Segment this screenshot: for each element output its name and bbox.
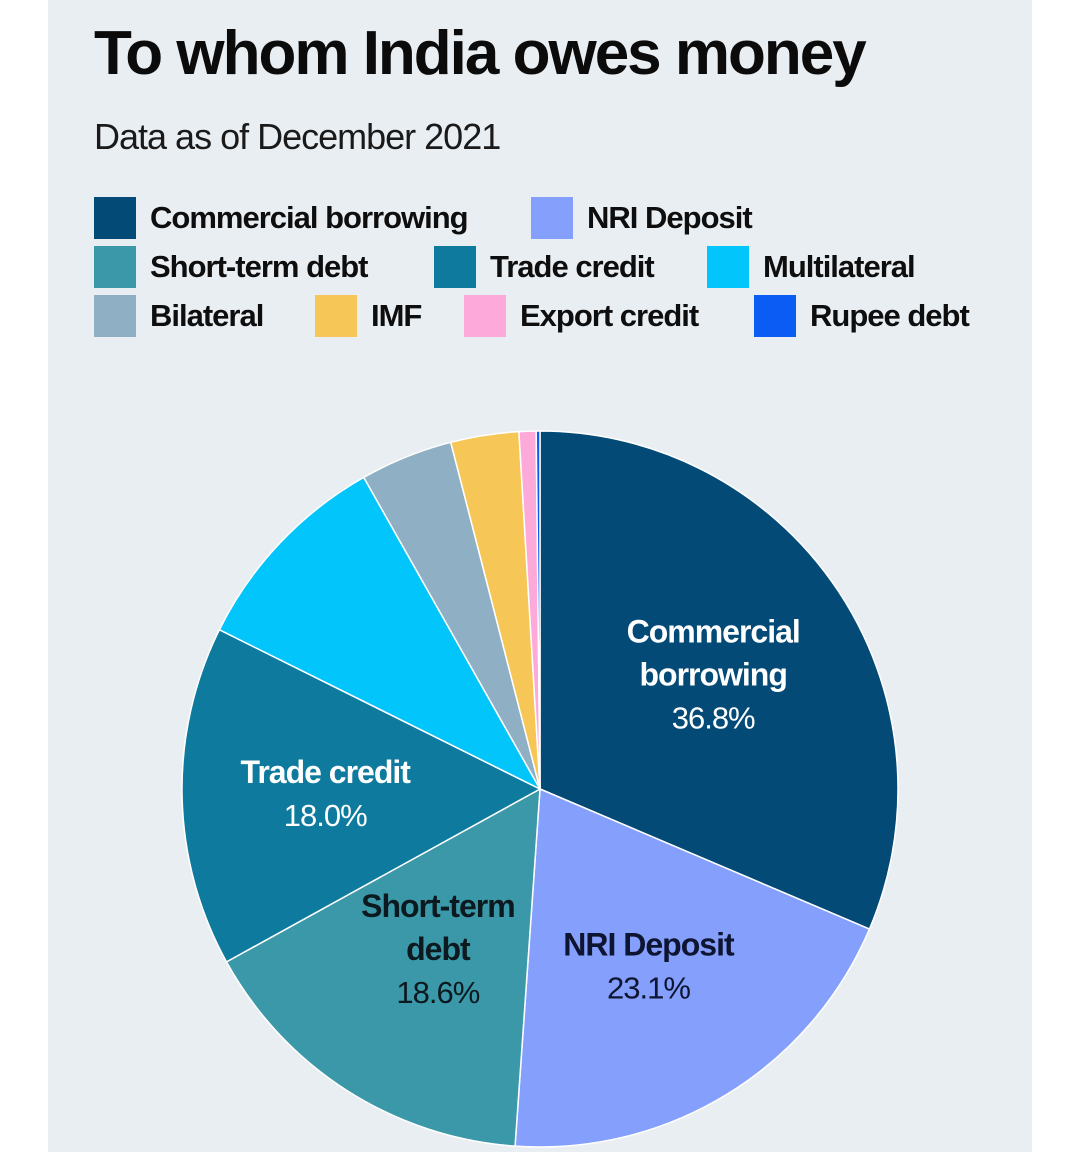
chart-subtitle: Data as of December 2021	[94, 116, 501, 157]
pie-slice-multilateral	[218, 476, 541, 790]
slice-label-group: Short-term debt 18.6%	[361, 888, 516, 1010]
legend-swatch	[707, 246, 749, 288]
legend-label: NRI Deposit	[587, 200, 753, 235]
pie-slice-short-term-debt	[225, 788, 541, 1147]
legend-label: Bilateral	[150, 298, 264, 333]
pie-slice-trade-credit	[181, 628, 541, 963]
legend-swatch	[315, 295, 357, 337]
pie-slices	[181, 430, 899, 1148]
pie-slice-rupee-debt	[535, 430, 541, 790]
legend-label: Export credit	[520, 298, 699, 333]
legend-item-multilateral: Multilateral	[707, 246, 916, 288]
legend-item-short-term-debt: Short-term debt	[94, 246, 368, 288]
legend-label: Multilateral	[763, 249, 916, 284]
pie-slice-nri-deposit	[514, 788, 871, 1148]
legend-swatch	[464, 295, 506, 337]
legend-swatch	[94, 295, 136, 337]
legend-item-imf: IMF	[315, 295, 422, 337]
legend-label: Rupee debt	[810, 298, 970, 333]
slice-value-label: 23.1%	[607, 971, 690, 1006]
legend-swatch	[531, 197, 573, 239]
legend-label: Trade credit	[490, 249, 655, 284]
legend-item-nri-deposit: NRI Deposit	[531, 197, 753, 239]
legend-swatch	[94, 197, 136, 239]
legend-swatch	[754, 295, 796, 337]
legend-item-rupee-debt: Rupee debt	[754, 295, 970, 337]
legend-label: Short-term debt	[150, 249, 368, 284]
legend-item-trade-credit: Trade credit	[434, 246, 655, 288]
slice-label: Short-term	[361, 888, 515, 924]
legend-item-export-credit: Export credit	[464, 295, 699, 337]
slice-value-label: 18.0%	[284, 798, 367, 833]
slice-value-label: 36.8%	[672, 700, 755, 735]
chart-title: To whom India owes money	[94, 19, 867, 88]
slice-label-group: Commercial borrowing 36.8%	[627, 613, 801, 735]
slice-label: debt	[406, 931, 471, 967]
slice-label: borrowing	[639, 656, 786, 692]
legend-label: IMF	[371, 298, 422, 333]
legend-label: Commercial borrowing	[150, 200, 469, 235]
slice-label: Trade credit	[241, 754, 412, 790]
slice-label: NRI Deposit	[563, 927, 735, 963]
pie-slice-commercial-borrowing	[539, 430, 899, 930]
slice-value-label: 18.6%	[396, 975, 479, 1010]
slice-label-group: NRI Deposit 23.1%	[563, 927, 736, 1006]
legend: Commercial borrowing NRI Deposit Short-t…	[0, 0, 1080, 360]
slice-label-group: Trade credit 18.0%	[241, 754, 413, 833]
legend-swatch	[94, 246, 136, 288]
slice-label: Commercial	[627, 613, 800, 649]
legend-swatch	[434, 246, 476, 288]
legend-item-bilateral: Bilateral	[94, 295, 264, 337]
legend-item-commercial-borrowing: Commercial borrowing	[94, 197, 469, 239]
